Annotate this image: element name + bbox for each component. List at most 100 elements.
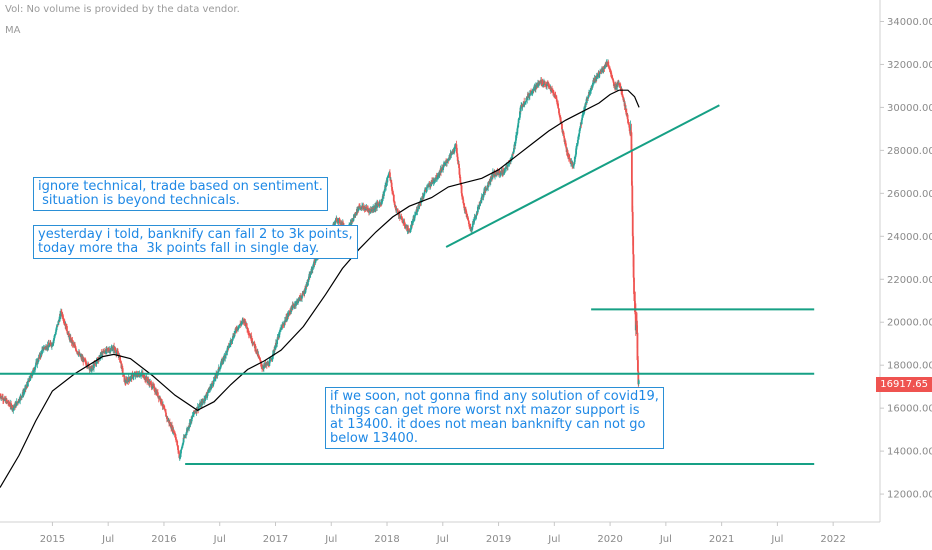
- candle-body: [250, 335, 253, 341]
- drawn-lines[interactable]: [0, 104, 815, 465]
- candle-body: [467, 219, 470, 222]
- candle-body: [628, 124, 631, 128]
- candle-body: [566, 150, 569, 156]
- candle-body: [521, 106, 524, 108]
- y-tick-label: 34000.00: [887, 17, 932, 28]
- x-tick-label: 2017: [263, 534, 288, 545]
- note-support[interactable]: if we soon, not gonna find any solution …: [325, 387, 664, 449]
- candle-body: [581, 114, 584, 118]
- candle-body: [164, 409, 167, 412]
- candle-body: [61, 313, 64, 318]
- candle-body: [419, 202, 421, 204]
- candle-body: [259, 358, 261, 361]
- candle-body: [54, 334, 56, 336]
- candle-body: [218, 369, 221, 370]
- candle-body: [240, 323, 242, 326]
- candle-body: [464, 208, 467, 210]
- candle-body: [482, 194, 485, 197]
- drawn-line[interactable]: [445, 104, 720, 248]
- candle-body: [524, 101, 527, 103]
- candle-body: [180, 447, 183, 449]
- candle-body: [208, 389, 211, 391]
- candle-body: [12, 407, 15, 409]
- candle-body: [392, 194, 395, 202]
- candle-body: [36, 360, 39, 365]
- candle-body: [376, 203, 378, 208]
- candle-body: [458, 168, 461, 175]
- candle-body: [455, 147, 458, 154]
- candle-body: [578, 129, 581, 134]
- candle-body: [226, 348, 229, 353]
- candle-body: [516, 133, 518, 136]
- candle-body: [610, 76, 613, 77]
- candle-body: [382, 194, 384, 199]
- candle-body: [274, 346, 277, 350]
- candle-body: [298, 296, 301, 301]
- candle-body: [34, 365, 37, 368]
- candle-body: [66, 331, 69, 334]
- candle-body: [444, 162, 447, 164]
- candle-body: [519, 111, 522, 113]
- candle-body: [373, 209, 375, 210]
- candle-body: [525, 101, 527, 102]
- candle-body: [438, 171, 441, 176]
- candle-body: [410, 224, 413, 229]
- y-tick-label: 28000.00: [887, 146, 932, 157]
- candle-body: [603, 68, 606, 70]
- candle-body: [177, 450, 180, 452]
- candle-body: [260, 366, 263, 368]
- candle-body: [304, 286, 307, 291]
- candle-body: [562, 131, 565, 133]
- candle-body: [23, 391, 26, 393]
- candle-body: [51, 344, 54, 346]
- candle-body: [437, 175, 440, 177]
- candle-body: [12, 408, 15, 410]
- candle-body: [160, 399, 163, 405]
- candle-body: [304, 290, 307, 292]
- candle-body: [588, 92, 591, 95]
- last-price-label: 16917.65: [876, 377, 932, 392]
- candle-body: [52, 342, 55, 345]
- candle-body: [389, 177, 392, 181]
- candle-body: [455, 144, 458, 148]
- candle-body: [99, 355, 102, 358]
- candle-body: [575, 145, 578, 149]
- candle-body: [579, 126, 582, 128]
- candle-body: [495, 173, 498, 175]
- candle-body: [73, 344, 76, 346]
- candle-body: [181, 445, 184, 448]
- candle-body: [32, 368, 35, 371]
- candle-body: [546, 84, 548, 87]
- candle-body: [350, 221, 353, 224]
- candle-body: [233, 333, 236, 338]
- candle-body: [437, 176, 439, 178]
- candle-body: [289, 311, 292, 313]
- candle-body: [572, 165, 575, 167]
- candle-body: [539, 81, 541, 84]
- candle-body: [415, 211, 418, 215]
- candle-body: [485, 188, 488, 190]
- candle-body: [456, 153, 459, 157]
- candle-body: [45, 346, 48, 349]
- candle-body: [174, 437, 177, 440]
- candle-body: [165, 416, 168, 419]
- candle-body: [392, 192, 394, 195]
- candle-body: [124, 382, 127, 384]
- candle-body: [166, 417, 169, 421]
- note-sentiment[interactable]: ignore technical, trade based on sentime…: [33, 177, 328, 211]
- candle-body: [630, 151, 633, 186]
- candle-body: [84, 359, 86, 361]
- candle-body: [243, 319, 245, 321]
- note-fall[interactable]: yesterday i told, banknify can fall 2 to…: [33, 225, 358, 259]
- ma-indicator-label[interactable]: MA: [5, 25, 21, 36]
- candle-body: [586, 98, 589, 100]
- candle-body: [590, 87, 593, 91]
- candle-body: [192, 415, 194, 416]
- candle-body: [37, 361, 40, 363]
- candle-body: [609, 68, 611, 71]
- candle-body: [180, 449, 182, 454]
- candle-body: [473, 219, 475, 223]
- candle-body: [391, 190, 394, 193]
